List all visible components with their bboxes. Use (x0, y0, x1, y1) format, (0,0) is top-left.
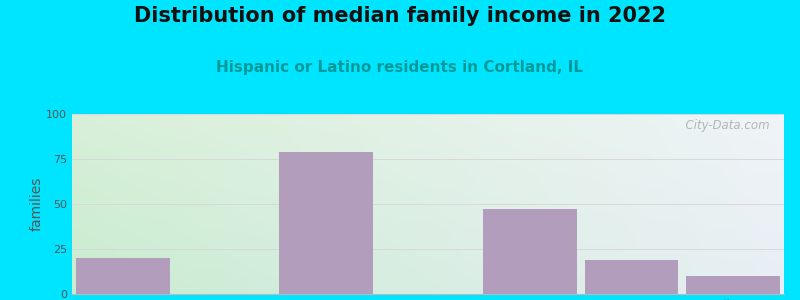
Text: City-Data.com: City-Data.com (678, 119, 770, 132)
Bar (76, 258, 170, 294)
Text: Hispanic or Latino residents in Cortland, IL: Hispanic or Latino residents in Cortland… (217, 60, 583, 75)
Bar (279, 152, 373, 294)
Bar (585, 260, 678, 294)
Bar (686, 276, 780, 294)
Bar (483, 209, 577, 294)
Text: Distribution of median family income in 2022: Distribution of median family income in … (134, 6, 666, 26)
Y-axis label: families: families (30, 177, 43, 231)
